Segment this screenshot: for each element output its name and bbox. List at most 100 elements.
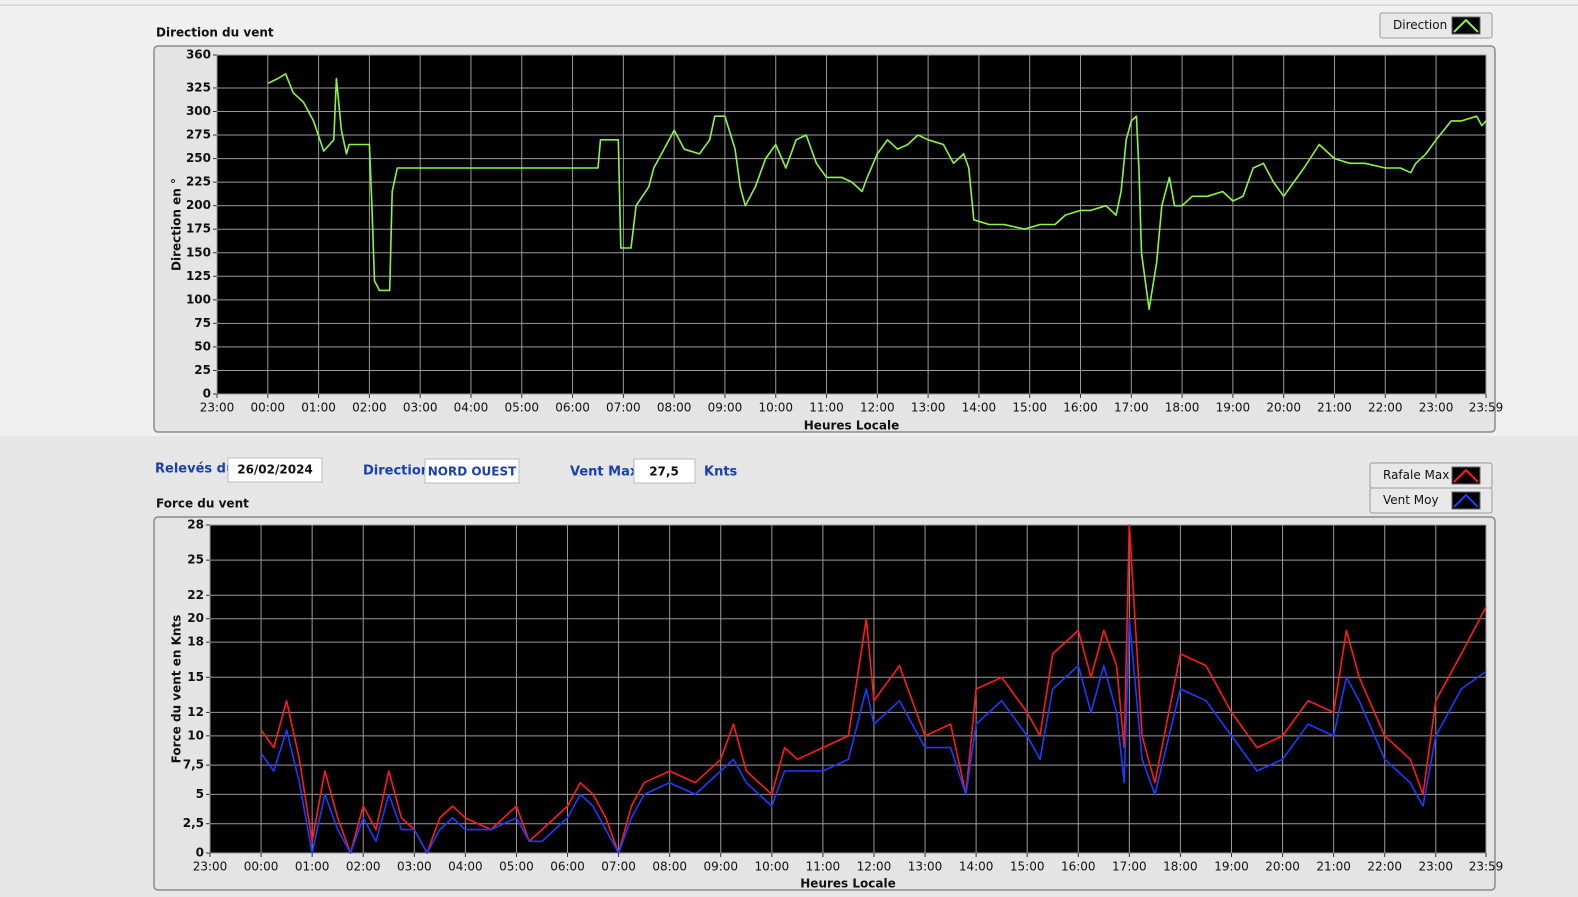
y-tick-label: 0 [203, 387, 211, 401]
y-tick-label: 75 [194, 316, 211, 330]
x-tick-label: 08:00 [652, 860, 687, 874]
legend-label: Rafale Max [1383, 468, 1449, 482]
x-tick-label: 23:00 [200, 401, 235, 415]
y-tick-label: 325 [186, 80, 211, 94]
x-tick-label: 11:00 [806, 860, 841, 874]
series-line [260, 524, 1487, 854]
x-tick-label: 10:00 [755, 860, 790, 874]
x-tick-label: 10:00 [758, 401, 793, 415]
y-tick-label: 250 [186, 151, 211, 165]
y-tick-label: 5 [196, 787, 204, 801]
legend-label: Vent Moy [1383, 493, 1439, 507]
x-tick-label: 16:00 [1063, 401, 1098, 415]
plot-area [210, 525, 1486, 853]
x-tick-label: 04:00 [454, 401, 489, 415]
x-tick-label: 23:00 [1418, 860, 1453, 874]
x-tick-label: 13:00 [911, 401, 946, 415]
y-tick-label: 12 [187, 705, 204, 719]
vent-max-value: 27,5 [649, 465, 679, 479]
x-tick-label: 05:00 [504, 401, 539, 415]
x-tick-label: 14:00 [959, 860, 994, 874]
x-tick-label: 23:00 [1419, 401, 1454, 415]
x-tick-label: 22:00 [1368, 401, 1403, 415]
series-line [267, 73, 1487, 311]
x-tick-label: 23:59 [1469, 401, 1504, 415]
y-tick-label: 22 [187, 588, 204, 602]
y-tick-label: 15 [187, 670, 204, 684]
x-tick-label: 02:00 [346, 860, 381, 874]
y-tick-label: 300 [186, 104, 211, 118]
y-tick-label: 125 [186, 269, 211, 283]
x-tick-label: 02:00 [352, 401, 387, 415]
vent-max-label: Vent Max [570, 465, 639, 480]
y-tick-label: 225 [186, 175, 211, 189]
x-tick-label: 14:00 [962, 401, 997, 415]
chart-title: Force du vent [156, 497, 249, 511]
legend-swatch [1453, 18, 1479, 33]
x-tick-label: 01:00 [295, 860, 330, 874]
y-axis-title: Force du vent en Knts [170, 615, 184, 764]
x-tick-label: 00:00 [250, 401, 285, 415]
legend-swatch-box [1451, 491, 1481, 510]
x-tick-label: 06:00 [555, 401, 590, 415]
y-tick-label: 25 [187, 553, 204, 567]
x-tick-label: 18:00 [1165, 401, 1200, 415]
x-tick-label: 06:00 [550, 860, 585, 874]
x-tick-label: 13:00 [908, 860, 943, 874]
chart-title: Direction du vent [156, 26, 274, 40]
unit-label: Knts [704, 465, 738, 480]
x-tick-label: 15:00 [1010, 860, 1045, 874]
y-tick-label: 50 [194, 339, 211, 353]
y-tick-label: 18 [187, 635, 204, 649]
y-tick-label: 150 [186, 245, 211, 259]
x-tick-label: 23:59 [1469, 860, 1504, 874]
y-axis-title: Direction en ° [170, 178, 184, 271]
y-tick-label: 275 [186, 128, 211, 142]
x-tick-label: 09:00 [703, 860, 738, 874]
legend-label: Direction [1393, 18, 1447, 32]
legend-swatch [1453, 493, 1479, 508]
x-tick-label: 08:00 [657, 401, 692, 415]
y-tick-label: 7,5 [183, 758, 204, 772]
x-tick-label: 07:00 [606, 401, 641, 415]
y-tick-label: 20 [187, 611, 204, 625]
x-tick-label: 23:00 [193, 860, 228, 874]
direction-label: Direction [363, 464, 430, 479]
x-tick-label: 20:00 [1265, 860, 1300, 874]
x-tick-label: 12:00 [860, 401, 895, 415]
legend-swatch-box [1451, 16, 1481, 35]
plot-area [217, 55, 1486, 394]
x-tick-label: 11:00 [809, 401, 844, 415]
direction-field[interactable] [424, 458, 520, 484]
y-tick-label: 10 [187, 728, 204, 742]
y-tick-label: 200 [186, 198, 211, 212]
x-axis-title: Heures Locale [800, 877, 895, 891]
x-tick-label: 05:00 [499, 860, 534, 874]
legend-swatch-box [1451, 466, 1481, 485]
direction-value: NORD OUEST [428, 465, 517, 479]
x-tick-label: 01:00 [301, 401, 336, 415]
x-tick-label: 03:00 [403, 401, 438, 415]
releves-label: Relevés du [155, 462, 235, 477]
x-tick-label: 19:00 [1214, 860, 1249, 874]
y-tick-label: 2,5 [183, 816, 204, 830]
x-tick-label: 18:00 [1163, 860, 1198, 874]
x-tick-label: 16:00 [1061, 860, 1096, 874]
y-tick-label: 360 [186, 48, 211, 62]
x-tick-label: 21:00 [1317, 401, 1352, 415]
y-tick-label: 25 [194, 363, 211, 377]
x-tick-label: 22:00 [1367, 860, 1402, 874]
x-tick-label: 12:00 [857, 860, 892, 874]
x-axis-title: Heures Locale [804, 419, 899, 433]
x-tick-label: 03:00 [397, 860, 432, 874]
x-tick-label: 04:00 [448, 860, 483, 874]
vent-max-field[interactable] [633, 458, 696, 484]
legend-swatch [1453, 468, 1479, 483]
x-tick-label: 09:00 [708, 401, 743, 415]
date-field[interactable] [227, 457, 323, 483]
x-tick-label: 07:00 [601, 860, 636, 874]
y-tick-label: 175 [186, 222, 211, 236]
y-tick-label: 100 [186, 292, 211, 306]
